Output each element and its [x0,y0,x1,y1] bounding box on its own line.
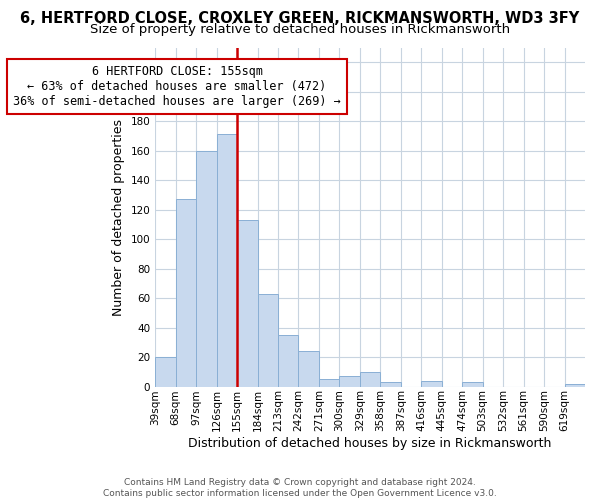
Bar [360,372,380,386]
Bar [340,376,360,386]
Bar [217,134,237,386]
Text: Size of property relative to detached houses in Rickmansworth: Size of property relative to detached ho… [90,22,510,36]
X-axis label: Distribution of detached houses by size in Rickmansworth: Distribution of detached houses by size … [188,437,552,450]
Bar [462,382,482,386]
Bar [298,351,319,386]
Bar [380,382,401,386]
Bar [176,200,196,386]
Bar [278,335,298,386]
Bar [319,379,340,386]
Text: 6, HERTFORD CLOSE, CROXLEY GREEN, RICKMANSWORTH, WD3 3FY: 6, HERTFORD CLOSE, CROXLEY GREEN, RICKMA… [20,11,580,26]
Text: Contains HM Land Registry data © Crown copyright and database right 2024.
Contai: Contains HM Land Registry data © Crown c… [103,478,497,498]
Bar [421,380,442,386]
Bar [257,294,278,386]
Y-axis label: Number of detached properties: Number of detached properties [112,118,125,316]
Bar [196,150,217,386]
Bar [155,357,176,386]
Bar [237,220,257,386]
Bar [565,384,585,386]
Text: 6 HERTFORD CLOSE: 155sqm
← 63% of detached houses are smaller (472)
36% of semi-: 6 HERTFORD CLOSE: 155sqm ← 63% of detach… [13,65,341,108]
